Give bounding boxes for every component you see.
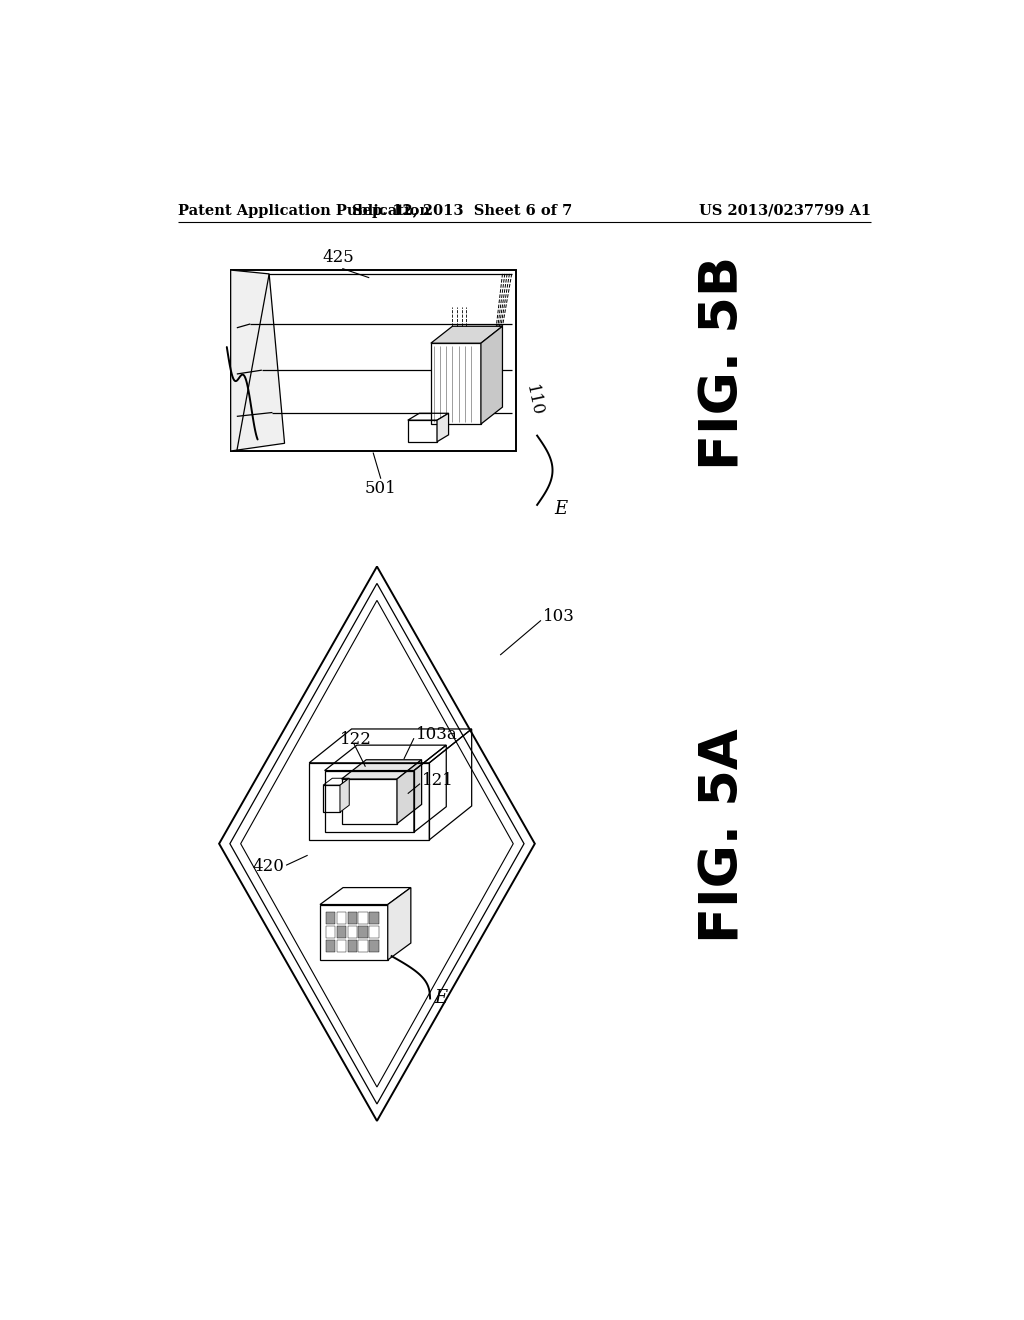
Text: FIG. 5B: FIG. 5B bbox=[697, 255, 750, 470]
Text: 110: 110 bbox=[521, 384, 545, 418]
Text: 425: 425 bbox=[323, 249, 354, 267]
Bar bbox=[358, 940, 368, 952]
Bar bbox=[326, 927, 336, 937]
Bar bbox=[323, 785, 340, 812]
Bar bbox=[342, 779, 397, 824]
Bar bbox=[370, 927, 379, 937]
Polygon shape bbox=[388, 887, 411, 960]
Bar bbox=[370, 940, 379, 952]
Polygon shape bbox=[437, 413, 449, 442]
Polygon shape bbox=[340, 779, 349, 812]
Text: E: E bbox=[434, 990, 447, 1007]
Text: 103a: 103a bbox=[416, 726, 457, 743]
Bar bbox=[348, 927, 357, 937]
Text: 121: 121 bbox=[422, 772, 454, 789]
Polygon shape bbox=[230, 271, 285, 451]
Polygon shape bbox=[431, 326, 503, 343]
Text: FIG. 5A: FIG. 5A bbox=[697, 729, 750, 944]
Text: US 2013/0237799 A1: US 2013/0237799 A1 bbox=[699, 203, 871, 218]
Text: Patent Application Publication: Patent Application Publication bbox=[178, 203, 430, 218]
Bar bbox=[337, 927, 346, 937]
Bar bbox=[309, 763, 429, 840]
Bar bbox=[370, 912, 379, 924]
Bar bbox=[230, 271, 515, 451]
Bar bbox=[348, 912, 357, 924]
Polygon shape bbox=[342, 760, 422, 779]
Bar bbox=[431, 343, 481, 424]
Bar bbox=[325, 771, 414, 832]
Bar bbox=[326, 912, 336, 924]
Text: Sep. 12, 2013  Sheet 6 of 7: Sep. 12, 2013 Sheet 6 of 7 bbox=[351, 203, 571, 218]
Bar bbox=[408, 420, 437, 442]
Text: 501: 501 bbox=[365, 480, 396, 498]
Text: 122: 122 bbox=[340, 731, 372, 748]
Bar bbox=[337, 940, 346, 952]
Bar bbox=[358, 912, 368, 924]
Text: 103: 103 bbox=[543, 609, 574, 626]
Text: E: E bbox=[554, 500, 567, 517]
Polygon shape bbox=[481, 326, 503, 424]
Bar bbox=[348, 940, 357, 952]
Bar bbox=[358, 927, 368, 937]
Bar bbox=[337, 912, 346, 924]
Bar bbox=[326, 940, 336, 952]
Bar bbox=[319, 904, 388, 960]
Text: 420: 420 bbox=[253, 858, 285, 875]
Polygon shape bbox=[397, 760, 422, 824]
